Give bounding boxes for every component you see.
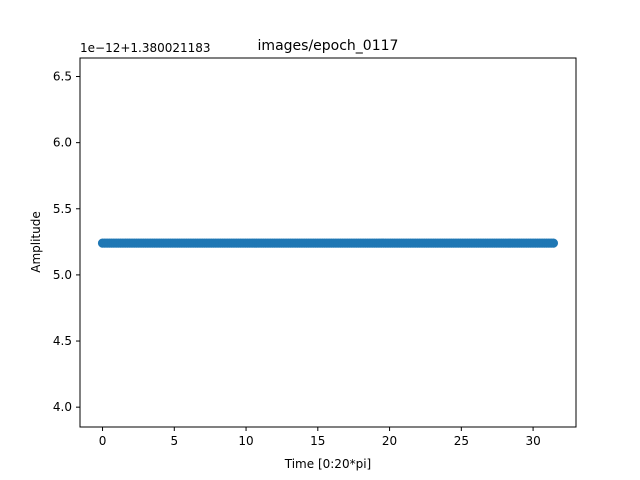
x-tick-label: 20 — [382, 434, 397, 448]
y-axis: 4.0 4.5 5.0 5.5 6.0 6.5 — [53, 70, 80, 414]
x-tick-label: 0 — [99, 434, 107, 448]
y-axis-label: Amplitude — [29, 211, 43, 273]
x-tick-label: 25 — [454, 434, 469, 448]
plot-area — [79, 57, 577, 428]
x-tick-label: 15 — [310, 434, 325, 448]
scatter-series — [97, 238, 559, 248]
plot-frame — [79, 57, 577, 428]
chart-title: images/epoch_0117 — [258, 38, 399, 54]
y-tick-label: 4.0 — [53, 400, 72, 414]
y-tick-label: 6.5 — [53, 70, 72, 84]
y-tick-label: 5.5 — [53, 202, 72, 216]
y-offset-label: 1e−12+1.380021183 — [80, 41, 211, 55]
x-axis-label: Time [0:20*pi] — [284, 457, 371, 471]
x-tick-label: 5 — [170, 434, 178, 448]
y-tick-label: 5.0 — [53, 268, 72, 282]
y-tick-label: 4.5 — [53, 334, 72, 348]
x-tick-label: 10 — [238, 434, 253, 448]
data-point — [548, 238, 559, 248]
x-axis: 0 5 10 15 20 25 30 — [99, 427, 541, 448]
x-tick-label: 30 — [525, 434, 540, 448]
y-tick-label: 6.0 — [53, 136, 72, 150]
